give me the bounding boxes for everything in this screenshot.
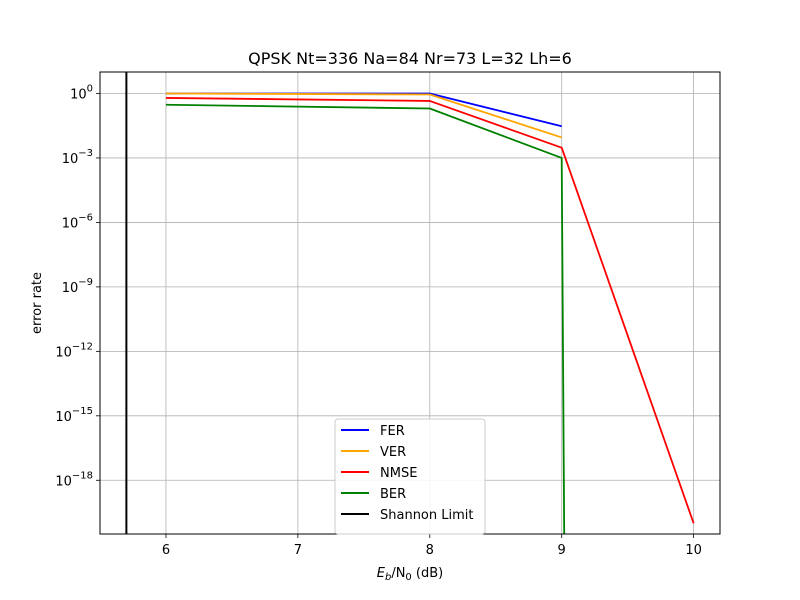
y-axis-title: error rate — [30, 272, 45, 334]
x-axis-ticks: 6 7 8 9 10 — [162, 534, 702, 558]
y-tick-label: 100 — [70, 83, 93, 102]
y-tick-label-exponent: −6 — [78, 212, 93, 223]
y-tick-label: 10−9 — [62, 277, 93, 296]
legend-label: NMSE — [380, 466, 417, 481]
legend: FER VER NMSE BER Shannon Limit — [334, 418, 486, 535]
legend-box — [334, 418, 486, 535]
y-tick-label: 10−15 — [55, 406, 93, 425]
y-tick-label-exponent: −15 — [72, 406, 93, 417]
y-tick-label: 10−18 — [55, 470, 93, 489]
legend-label: BER — [380, 487, 406, 502]
x-axis-title-unit: (dB) — [412, 566, 443, 581]
grid-layer — [100, 72, 720, 534]
y-tick-label-exponent: 0 — [87, 83, 93, 94]
y-tick-label-base: 10 — [62, 152, 79, 167]
x-axis-title-sub-b: b — [385, 572, 391, 583]
x-axis-title-slash: /N — [391, 566, 405, 581]
series-group — [125, 72, 695, 534]
series-layer — [125, 72, 695, 534]
x-tick-label: 8 — [426, 543, 434, 558]
series-line-nmse — [165, 97, 695, 524]
x-tick-label: 9 — [558, 543, 566, 558]
y-tick-label-base: 10 — [62, 216, 79, 231]
y-tick-label: 10−3 — [62, 148, 93, 167]
series-line-ver — [165, 92, 562, 139]
y-tick-label-exponent: −18 — [72, 470, 93, 481]
y-tick-label-base: 10 — [62, 281, 79, 296]
x-axis-title-sub-0: 0 — [405, 572, 411, 583]
chart-title: QPSK Nt=336 Na=84 Nr=73 L=32 Lh=6 — [248, 49, 572, 68]
legend-label: Shannon Limit — [380, 508, 474, 523]
y-tick-label-base: 10 — [70, 87, 87, 102]
y-tick-label-exponent: −9 — [78, 277, 93, 288]
x-tick-label: 10 — [685, 543, 702, 558]
x-axis-title-e: E — [377, 566, 386, 581]
y-tick-label-base: 10 — [55, 474, 72, 489]
series-line-ber — [165, 103, 566, 534]
legend-label: FER — [380, 424, 405, 439]
y-tick-label-exponent: −12 — [72, 341, 93, 352]
y-tick-label: 10−6 — [62, 212, 93, 231]
y-tick-label-base: 10 — [55, 345, 72, 360]
y-tick-label: 10−12 — [55, 341, 93, 360]
y-tick-label-exponent: −3 — [78, 148, 93, 159]
x-axis-title: Eb/N0 (dB) — [377, 566, 444, 583]
x-tick-label: 7 — [294, 543, 302, 558]
legend-label: VER — [380, 445, 406, 460]
y-tick-label-base: 10 — [55, 410, 72, 425]
x-tick-label: 6 — [162, 543, 170, 558]
